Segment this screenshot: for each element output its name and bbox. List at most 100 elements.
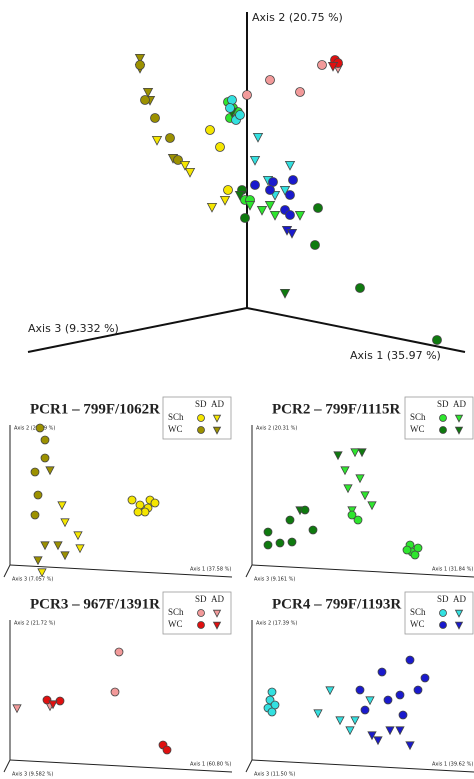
point <box>365 696 375 706</box>
axis-2-label: Axis 2 (20.75 %) <box>252 11 343 24</box>
axis-2-label: Axis 2 (17.39 %) <box>256 621 297 627</box>
point <box>40 541 50 551</box>
point <box>114 647 124 657</box>
axis-1-label: Axis 1 (31.84 %) <box>432 567 473 573</box>
point <box>294 210 306 221</box>
axis-1-label: Axis 1 (60.80 %) <box>190 762 231 768</box>
legend-marker <box>212 414 222 423</box>
point <box>242 90 252 100</box>
point <box>215 142 225 152</box>
legend-marker <box>439 609 447 617</box>
point <box>385 726 395 736</box>
point <box>310 240 320 250</box>
legend-marker <box>439 414 447 422</box>
point <box>340 466 350 476</box>
axis-3-label: Axis 3 (11.50 %) <box>254 772 295 778</box>
legend-marker <box>212 609 222 618</box>
legend-marker <box>197 414 205 422</box>
point <box>133 507 143 517</box>
legend-box <box>162 591 232 635</box>
axis-2-label: Axis 2 (27.99 %) <box>14 426 55 432</box>
point <box>30 510 40 520</box>
point <box>395 690 405 700</box>
point <box>279 288 291 299</box>
axis-1 <box>246 307 466 353</box>
point <box>140 95 150 105</box>
axis-1 <box>9 564 233 578</box>
point <box>173 155 183 165</box>
point <box>37 568 47 578</box>
point <box>432 335 442 345</box>
legend-row: SCh <box>168 607 184 617</box>
point <box>405 655 415 665</box>
point <box>284 160 296 171</box>
point <box>227 95 237 105</box>
point <box>42 695 52 705</box>
axis-3 <box>27 307 248 353</box>
legend-box <box>162 396 232 440</box>
point <box>33 556 43 566</box>
point <box>235 110 245 120</box>
point <box>265 185 275 195</box>
point <box>267 707 277 717</box>
point <box>40 435 50 445</box>
point <box>223 185 233 195</box>
point <box>219 195 231 206</box>
point <box>347 510 357 520</box>
point <box>285 190 295 200</box>
legend-box <box>404 591 474 635</box>
point <box>263 540 273 550</box>
panel-title: PCR4 – 799F/1193R <box>272 596 401 612</box>
legend-column: SD <box>437 594 449 604</box>
point <box>313 203 323 213</box>
point <box>75 544 85 554</box>
point <box>250 180 260 190</box>
point <box>367 731 377 741</box>
point <box>142 88 154 98</box>
point <box>57 501 67 511</box>
axis-1-label: Axis 1 (39.62 %) <box>432 762 473 768</box>
point <box>313 709 323 719</box>
axis-3 <box>3 564 11 578</box>
point <box>267 687 277 697</box>
point <box>33 490 43 500</box>
legend-marker <box>197 609 205 617</box>
point <box>355 685 365 695</box>
point <box>327 62 339 72</box>
axis-1-label: Axis 1 (37.58 %) <box>190 567 231 573</box>
point <box>73 531 83 541</box>
point <box>287 537 297 547</box>
point <box>405 741 415 751</box>
point <box>256 205 268 216</box>
legend-column: AD <box>453 399 466 409</box>
point <box>162 745 172 755</box>
point <box>234 190 246 201</box>
legend-marker <box>439 426 447 434</box>
point <box>265 75 275 85</box>
point <box>179 160 191 171</box>
legend-marker <box>454 414 464 423</box>
point <box>285 515 295 525</box>
legend-row: SCh <box>168 412 184 422</box>
point <box>350 448 360 458</box>
point <box>240 213 250 223</box>
point <box>373 736 383 746</box>
point <box>377 667 387 677</box>
axis-1 <box>9 759 233 773</box>
point <box>48 700 58 710</box>
legend-marker <box>454 609 464 618</box>
point <box>206 202 218 213</box>
point <box>269 210 281 221</box>
point <box>413 685 423 695</box>
point <box>398 710 408 720</box>
legend-row: WC <box>410 619 425 629</box>
point <box>308 525 318 535</box>
point <box>30 467 40 477</box>
point <box>53 541 63 551</box>
panel-title: PCR2 – 799F/1115R <box>272 401 401 417</box>
legend-column: AD <box>453 594 466 604</box>
point <box>295 87 305 97</box>
axis-1-label: Axis 1 (35.97 %) <box>350 349 441 362</box>
legend-marker <box>454 621 464 630</box>
